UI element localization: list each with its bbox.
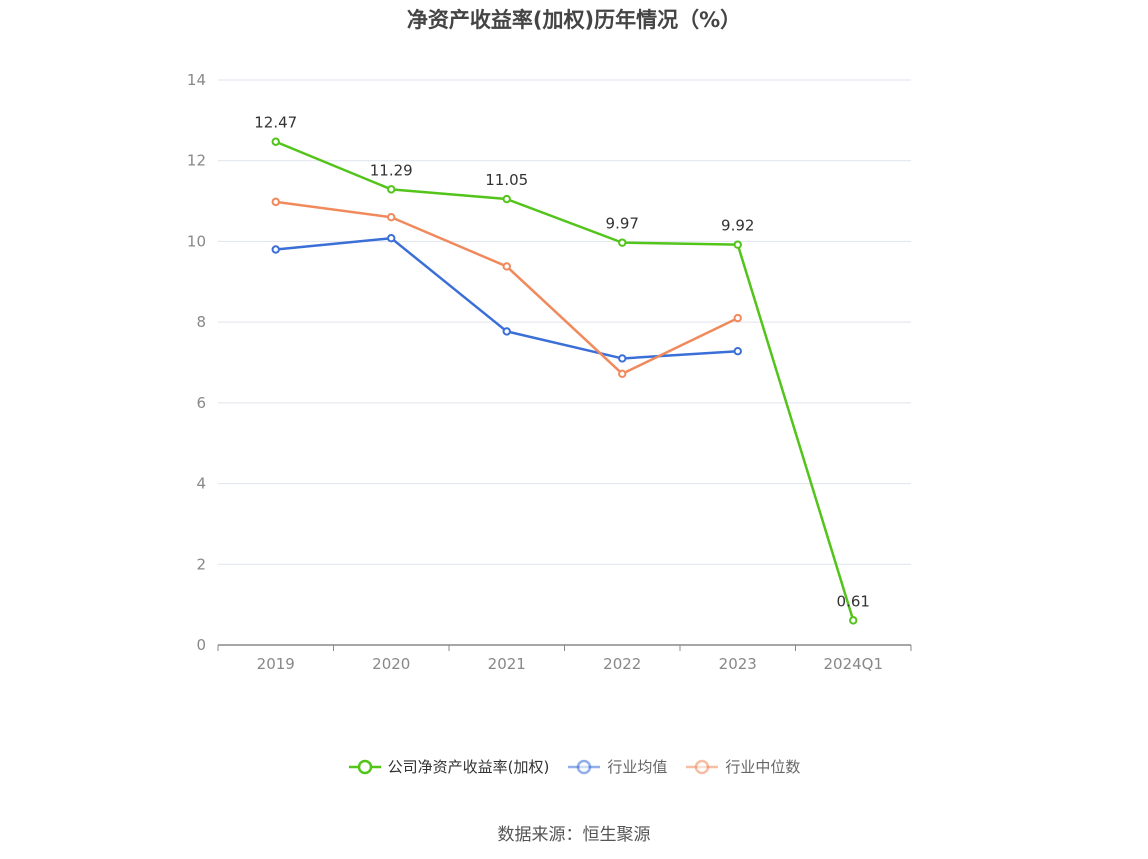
y-tick-label: 14 — [187, 71, 206, 89]
data-source: 数据来源：恒生聚源 — [497, 825, 651, 845]
data-point — [502, 194, 511, 204]
legend-item[interactable]: 行业均值 — [567, 756, 667, 777]
legend: 公司净资产收益率(加权) 行业均值 行业中位数 — [0, 756, 1148, 777]
data-point — [271, 197, 280, 207]
data-point — [849, 616, 858, 625]
data-label: 9.92 — [721, 217, 754, 235]
data-point — [502, 262, 511, 271]
x-tick-label: 2021 — [488, 655, 526, 673]
line-chart: 0 2 4 6 8 10 12 14 2019 2020 2021 2022 2023 2024Q1 12.… — [187, 71, 912, 673]
x-tick-label: 2023 — [719, 655, 757, 673]
data-point — [271, 245, 280, 254]
data-point — [618, 238, 627, 247]
x-tick-label: 2024Q1 — [823, 655, 883, 673]
data-point — [618, 369, 627, 378]
data-label: 11.29 — [370, 161, 413, 179]
series-line — [275, 200, 739, 376]
y-tick-label: 12 — [187, 152, 206, 170]
data-label: 11.05 — [485, 171, 528, 189]
legend-marker-icon — [348, 759, 381, 774]
data-point — [733, 240, 742, 249]
chart-title: 净资产收益率(加权)历年情况（%） — [406, 8, 742, 32]
data-point — [502, 327, 511, 336]
series-line — [275, 236, 738, 360]
legend-item[interactable]: 行业中位数 — [685, 756, 800, 777]
x-tick-label: 2022 — [603, 655, 641, 673]
y-tick-label: 0 — [196, 636, 206, 654]
data-point — [271, 137, 280, 146]
data-point — [733, 313, 742, 323]
legend-label: 行业均值 — [607, 758, 668, 776]
data-point — [387, 185, 396, 194]
legend-label: 行业中位数 — [725, 758, 801, 776]
data-point — [387, 234, 396, 243]
y-tick-label: 6 — [196, 394, 206, 412]
data-point — [387, 213, 396, 222]
y-tick-label: 10 — [187, 232, 206, 250]
y-tick-label: 2 — [196, 555, 206, 573]
y-tick-label: 4 — [196, 475, 206, 493]
data-point — [733, 347, 742, 356]
data-label: 12.47 — [254, 114, 297, 132]
legend-marker-icon — [686, 759, 719, 774]
x-tick-label: 2019 — [257, 655, 295, 673]
x-tick-label: 2020 — [372, 655, 410, 673]
series-line — [275, 140, 855, 621]
legend-label: 公司净资产收益率(加权) — [387, 758, 550, 776]
legend-item[interactable]: 公司净资产收益率(加权) — [348, 756, 550, 777]
data-label: 0.61 — [837, 592, 870, 610]
y-tick-label: 8 — [196, 313, 206, 331]
legend-marker-icon — [568, 759, 601, 774]
data-point — [618, 354, 627, 363]
data-label: 9.97 — [606, 215, 639, 233]
